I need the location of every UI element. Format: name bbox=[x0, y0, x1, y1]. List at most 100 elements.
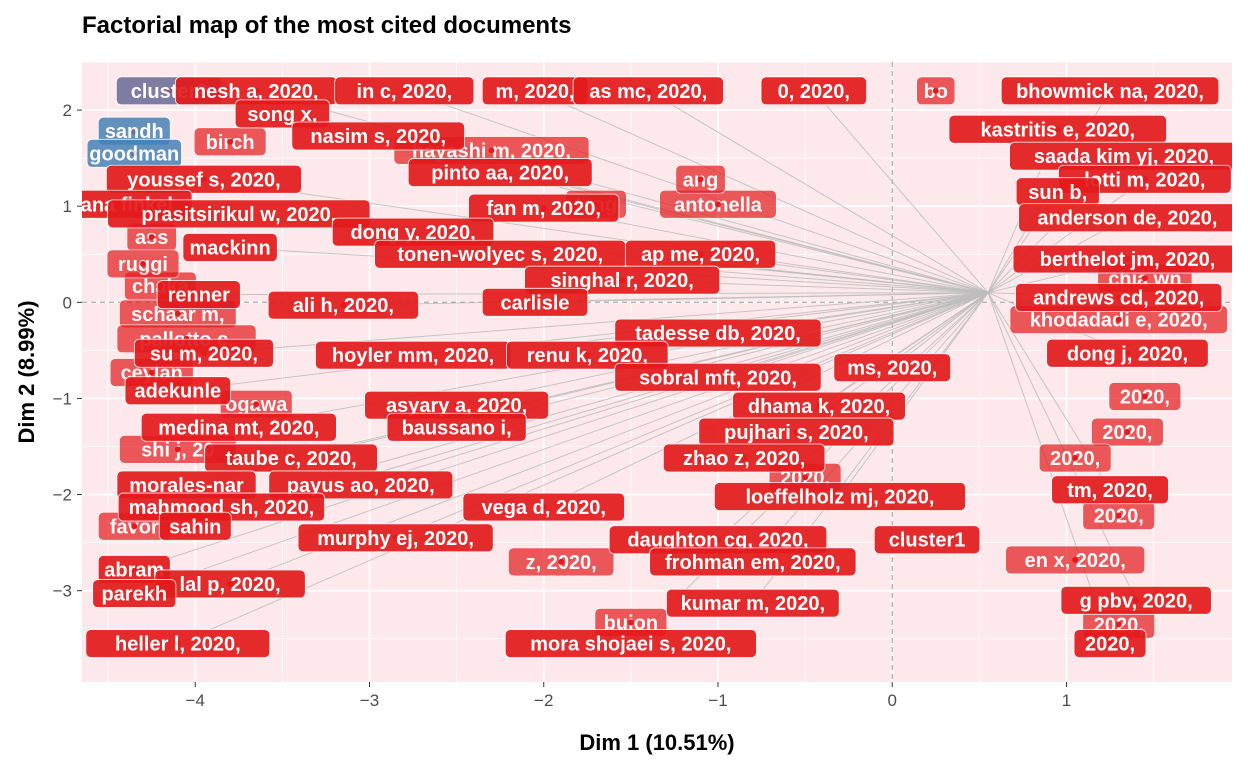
document-label: kastritis e, 2020, bbox=[948, 114, 1167, 144]
document-label-text: goodman bbox=[89, 143, 179, 165]
document-point bbox=[174, 310, 181, 317]
document-label-box bbox=[524, 265, 721, 295]
document-label-text: parekh bbox=[101, 584, 167, 606]
document-label-text: sobral mft, 2020, bbox=[639, 367, 797, 389]
document-label: renu k, 2020, bbox=[506, 340, 669, 370]
document-label-box bbox=[649, 547, 857, 577]
document-label: zhao z, 2020, bbox=[662, 443, 826, 473]
document-label-text: m, 2020, bbox=[496, 81, 575, 103]
document-label-text: mora shojaei s, 2020, bbox=[530, 634, 731, 656]
document-label: berthelot jm, 2020, bbox=[1012, 244, 1232, 274]
y-axis-ticks: −3 −2 −1 0 1 2 bbox=[53, 101, 82, 601]
document-label: m, 2020, bbox=[481, 76, 589, 106]
document-label-text: vega d, 2020, bbox=[481, 497, 606, 519]
document-label-text: renu k, 2020, bbox=[527, 345, 648, 367]
document-label-text: pinto aa, 2020, bbox=[431, 163, 569, 185]
document-label: goodman bbox=[86, 138, 182, 168]
centroid-label-box bbox=[873, 525, 981, 555]
document-label-box bbox=[462, 492, 625, 522]
document-point bbox=[932, 87, 939, 94]
document-point bbox=[627, 619, 634, 626]
document-label: vega d, 2020, bbox=[462, 492, 625, 522]
document-label: taube c, 2020, bbox=[204, 443, 378, 473]
document-label-box bbox=[234, 99, 330, 129]
document-point bbox=[227, 138, 234, 145]
document-label: loeffelholz mj, 2020, bbox=[713, 482, 966, 511]
document-label: nasim s, 2020, bbox=[291, 121, 466, 151]
document-label: as mc, 2020, bbox=[572, 76, 724, 106]
document-point bbox=[1072, 556, 1079, 563]
document-point bbox=[148, 369, 155, 376]
document-label-text: nesh a, 2020, bbox=[194, 81, 319, 103]
chart-title: Factorial map of the most cited document… bbox=[82, 12, 572, 39]
document-label-box bbox=[662, 443, 826, 473]
x-tick-label: 1 bbox=[1062, 691, 1071, 710]
document-label-box bbox=[107, 199, 371, 229]
x-tick-label: 0 bbox=[887, 691, 896, 710]
document-label: carlisle bbox=[481, 287, 589, 317]
document-point bbox=[1124, 429, 1131, 436]
document-label-text: saada kim yj, 2020, bbox=[1034, 146, 1214, 168]
y-tick-label: 1 bbox=[63, 197, 72, 216]
document-label: asyary a, 2020, bbox=[364, 390, 550, 420]
document-point bbox=[148, 233, 155, 240]
document-label-text: sahin bbox=[169, 516, 221, 538]
document-label: ap me, 2020, bbox=[624, 239, 777, 269]
document-label-text: daughton cg, 2020, bbox=[627, 530, 808, 552]
document-label-text: in c, 2020, bbox=[357, 81, 453, 103]
document-label-text: kastritis e, 2020, bbox=[980, 119, 1135, 141]
document-label-text: prasitsirikul w, 2020, bbox=[141, 204, 336, 226]
y-tick-label: −2 bbox=[53, 486, 72, 505]
document-label: pinto aa, 2020, bbox=[407, 158, 593, 187]
document-label-text: morales-nar bbox=[129, 475, 244, 497]
document-label-text: andrews cd, 2020, bbox=[1033, 288, 1204, 310]
document-label-text: renner bbox=[168, 285, 230, 307]
document-label-text: singhal r, 2020, bbox=[550, 270, 693, 292]
document-label-text: heller l, 2020, bbox=[115, 634, 241, 656]
document-label: nesh a, 2020, bbox=[175, 76, 338, 106]
document-label-box bbox=[760, 76, 868, 106]
document-label-text: 0, 2020, bbox=[778, 81, 850, 103]
document-point bbox=[1115, 512, 1122, 519]
document-label-text: dong y, 2020, bbox=[350, 222, 475, 244]
document-label-box bbox=[614, 362, 822, 392]
document-label-box bbox=[140, 412, 337, 442]
document-label-box bbox=[1073, 629, 1147, 658]
document-label-box bbox=[572, 76, 724, 106]
segment-line bbox=[134, 292, 989, 571]
segment-line bbox=[813, 90, 989, 294]
document-label-text: ap me, 2020, bbox=[641, 244, 760, 266]
document-label: su m, 2020, bbox=[133, 338, 274, 368]
document-point bbox=[1141, 275, 1148, 282]
document-label-text: nasim s, 2020, bbox=[310, 126, 446, 148]
document-label-box bbox=[85, 629, 271, 658]
document-label-text: pujhari s, 2020, bbox=[724, 422, 869, 444]
document-label-text: mackinn bbox=[190, 238, 271, 260]
document-point bbox=[1115, 316, 1122, 323]
document-label-text: frohman em, 2020, bbox=[665, 552, 841, 574]
document-label: andrews cd, 2020, bbox=[1015, 283, 1223, 312]
document-label-box bbox=[1012, 244, 1232, 274]
document-label: renner bbox=[156, 280, 241, 310]
document-label-text: lal p, 2020, bbox=[180, 574, 281, 596]
document-label-box bbox=[92, 579, 177, 608]
y-tick-label: −3 bbox=[53, 582, 72, 601]
y-tick-label: −1 bbox=[53, 389, 72, 408]
document-label-text: zhao z, 2020, bbox=[683, 448, 805, 470]
centroid-label: cluster1 bbox=[873, 525, 981, 555]
document-label: dong y, 2020, bbox=[331, 217, 495, 247]
y-axis-title: Dim 2 (8.99%) bbox=[14, 300, 39, 443]
document-point bbox=[1072, 455, 1079, 462]
document-label: in c, 2020, bbox=[334, 76, 475, 106]
document-point bbox=[714, 201, 721, 208]
document-label-text: carlisle bbox=[501, 292, 570, 314]
document-label-box bbox=[334, 76, 475, 106]
document-label: morales-nar bbox=[116, 470, 257, 500]
document-label-text: as mc, 2020, bbox=[589, 81, 707, 103]
document-label: prasitsirikul w, 2020, bbox=[107, 199, 371, 229]
document-label-text: tadesse db, 2020, bbox=[635, 323, 801, 345]
document-label: ali h, 2020, bbox=[267, 290, 419, 320]
document-point bbox=[131, 523, 138, 530]
document-label-text: asyary a, 2020, bbox=[386, 395, 527, 417]
document-label: daughton cg, 2020, bbox=[608, 525, 828, 555]
